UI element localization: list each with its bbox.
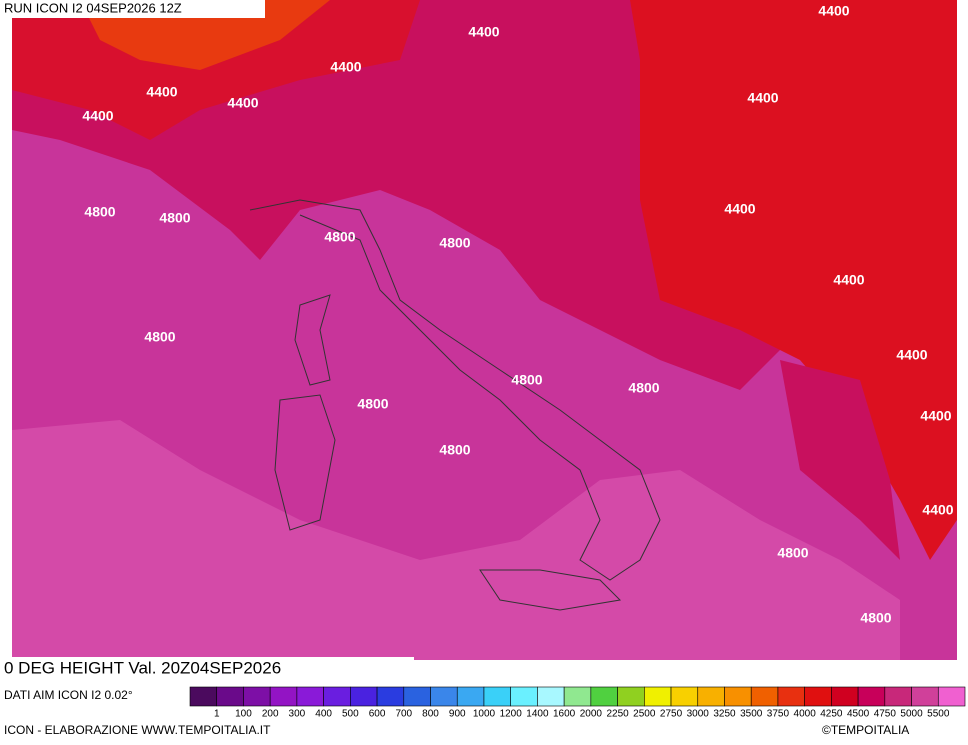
colorbar-label: 3750 bbox=[767, 709, 790, 720]
contour-labels: 4400 4400 4400 4400 4400 4400 4400 4400 4400 4400… bbox=[82, 3, 953, 626]
contour-label: 4800 bbox=[860, 610, 891, 626]
greece-region bbox=[780, 360, 900, 560]
colorbar-swatch bbox=[376, 686, 405, 707]
colorbar-label: 300 bbox=[289, 709, 306, 720]
colorbar-swatch bbox=[350, 686, 378, 707]
credits-left: ICON - ELABORAZIONE WWW.TEMPOITALIA.IT bbox=[4, 723, 271, 737]
contour-label: 4800 bbox=[511, 372, 542, 388]
colorbar-label: 4500 bbox=[847, 709, 870, 720]
colorbar-swatch bbox=[831, 686, 859, 707]
colorbar-swatch bbox=[269, 686, 298, 707]
colorbar-label: 2000 bbox=[580, 709, 603, 720]
colorbar-label: 3250 bbox=[713, 709, 736, 720]
colorbar-label: 2500 bbox=[633, 709, 656, 720]
sardinia-outline bbox=[274, 394, 336, 531]
colorbar: 1 100 200 300 400 500 600 700 800 900 1000 1200 1400… bbox=[189, 686, 966, 720]
colorbar-label: 900 bbox=[449, 709, 466, 720]
contour-label: 4800 bbox=[439, 235, 470, 251]
colorbar-label: 4750 bbox=[874, 709, 897, 720]
contour-label: 4800 bbox=[84, 204, 115, 220]
colorbar-label: 100 bbox=[235, 709, 252, 720]
colorbar-label: 2750 bbox=[660, 709, 683, 720]
contour-label: 4400 bbox=[747, 90, 778, 106]
colorbar-label: 1400 bbox=[526, 709, 549, 720]
contour-label: 4400 bbox=[468, 24, 499, 40]
colorbar-label: 600 bbox=[369, 709, 386, 720]
colorbar-swatch bbox=[243, 686, 271, 707]
colorbar-swatch bbox=[617, 686, 645, 707]
contour-label: 4800 bbox=[159, 210, 190, 226]
colorbar-swatch bbox=[911, 686, 939, 707]
balkan-region bbox=[630, 0, 957, 560]
colorbar-swatch bbox=[590, 686, 618, 707]
contour-label: 4400 bbox=[896, 347, 927, 363]
colorbar-label: 700 bbox=[395, 709, 412, 720]
colorbar-label: 4250 bbox=[820, 709, 843, 720]
colorbar-label: 4000 bbox=[794, 709, 817, 720]
corsica-outline bbox=[294, 294, 331, 386]
sicily-outline bbox=[479, 569, 622, 611]
colorbar-label: 1 bbox=[214, 709, 220, 720]
colorbar-label: 3000 bbox=[687, 709, 710, 720]
contour-label: 4400 bbox=[920, 408, 951, 424]
contour-label: 4400 bbox=[330, 59, 361, 75]
colorbar-swatch bbox=[937, 686, 966, 707]
colorbar-swatch bbox=[563, 686, 592, 707]
colorbar-swatch bbox=[483, 686, 511, 707]
colorbar-swatch bbox=[777, 686, 805, 707]
colorbar-label: 1000 bbox=[473, 709, 496, 720]
footer-title-panel bbox=[0, 657, 414, 683]
contour-label: 4400 bbox=[818, 3, 849, 19]
contour-label: 4400 bbox=[724, 201, 755, 217]
colorbar-swatch bbox=[644, 686, 672, 707]
contour-label: 4800 bbox=[777, 545, 808, 561]
colorbar-swatch bbox=[296, 686, 324, 707]
colorbar-label: 5000 bbox=[900, 709, 923, 720]
colorbar-label: 5500 bbox=[927, 709, 950, 720]
colorbar-swatch bbox=[750, 686, 779, 707]
colorbar-swatch bbox=[456, 686, 485, 707]
contour-label: 4400 bbox=[922, 502, 953, 518]
contour-label: 4400 bbox=[227, 95, 258, 111]
data-source: DATI AIM ICON I2 0.02° bbox=[4, 688, 133, 702]
map: 4400 4400 4400 4400 4400 4400 4400 4400 4400 4400… bbox=[12, 0, 957, 660]
run-title: RUN ICON I2 04SEP2026 12Z bbox=[4, 0, 182, 15]
colorbar-swatch bbox=[884, 686, 912, 707]
header-panel bbox=[0, 0, 265, 18]
contour-label: 4800 bbox=[357, 396, 388, 412]
colorbar-swatch bbox=[670, 686, 699, 707]
colorbar-label: 800 bbox=[422, 709, 439, 720]
colorbar-label: 500 bbox=[342, 709, 359, 720]
south-region bbox=[12, 420, 900, 660]
colorbar-swatch bbox=[537, 686, 565, 707]
italy-outline bbox=[249, 199, 661, 581]
contour-label: 4800 bbox=[439, 442, 470, 458]
colorbar-label: 1200 bbox=[500, 709, 523, 720]
credits-right: ©TEMPOITALIA bbox=[822, 723, 909, 737]
colorbar-swatch bbox=[697, 686, 725, 707]
colorbar-swatch bbox=[323, 686, 351, 707]
colorbar-swatch bbox=[857, 686, 886, 707]
colorbar-swatch bbox=[216, 686, 244, 707]
contour-label: 4400 bbox=[833, 272, 864, 288]
map-title: 0 DEG HEIGHT Val. 20Z04SEP2026 bbox=[4, 658, 281, 677]
colorbar-label: 400 bbox=[315, 709, 332, 720]
colorbar-label: 1600 bbox=[553, 709, 576, 720]
contour-label: 4800 bbox=[324, 229, 355, 245]
contour-label: 4400 bbox=[146, 84, 177, 100]
contour-label: 4400 bbox=[82, 108, 113, 124]
contour-label: 4800 bbox=[144, 329, 175, 345]
colorbar-label: 3500 bbox=[740, 709, 763, 720]
colorbar-swatch bbox=[403, 686, 431, 707]
colorbar-label: 2250 bbox=[606, 709, 629, 720]
colorbar-swatch bbox=[804, 686, 832, 707]
colorbar-label: 200 bbox=[262, 709, 279, 720]
contour-label: 4800 bbox=[628, 380, 659, 396]
colorbar-swatch bbox=[430, 686, 458, 707]
colorbar-swatch bbox=[510, 686, 538, 707]
colorbar-swatch bbox=[724, 686, 752, 707]
colorbar-swatch bbox=[189, 686, 218, 707]
